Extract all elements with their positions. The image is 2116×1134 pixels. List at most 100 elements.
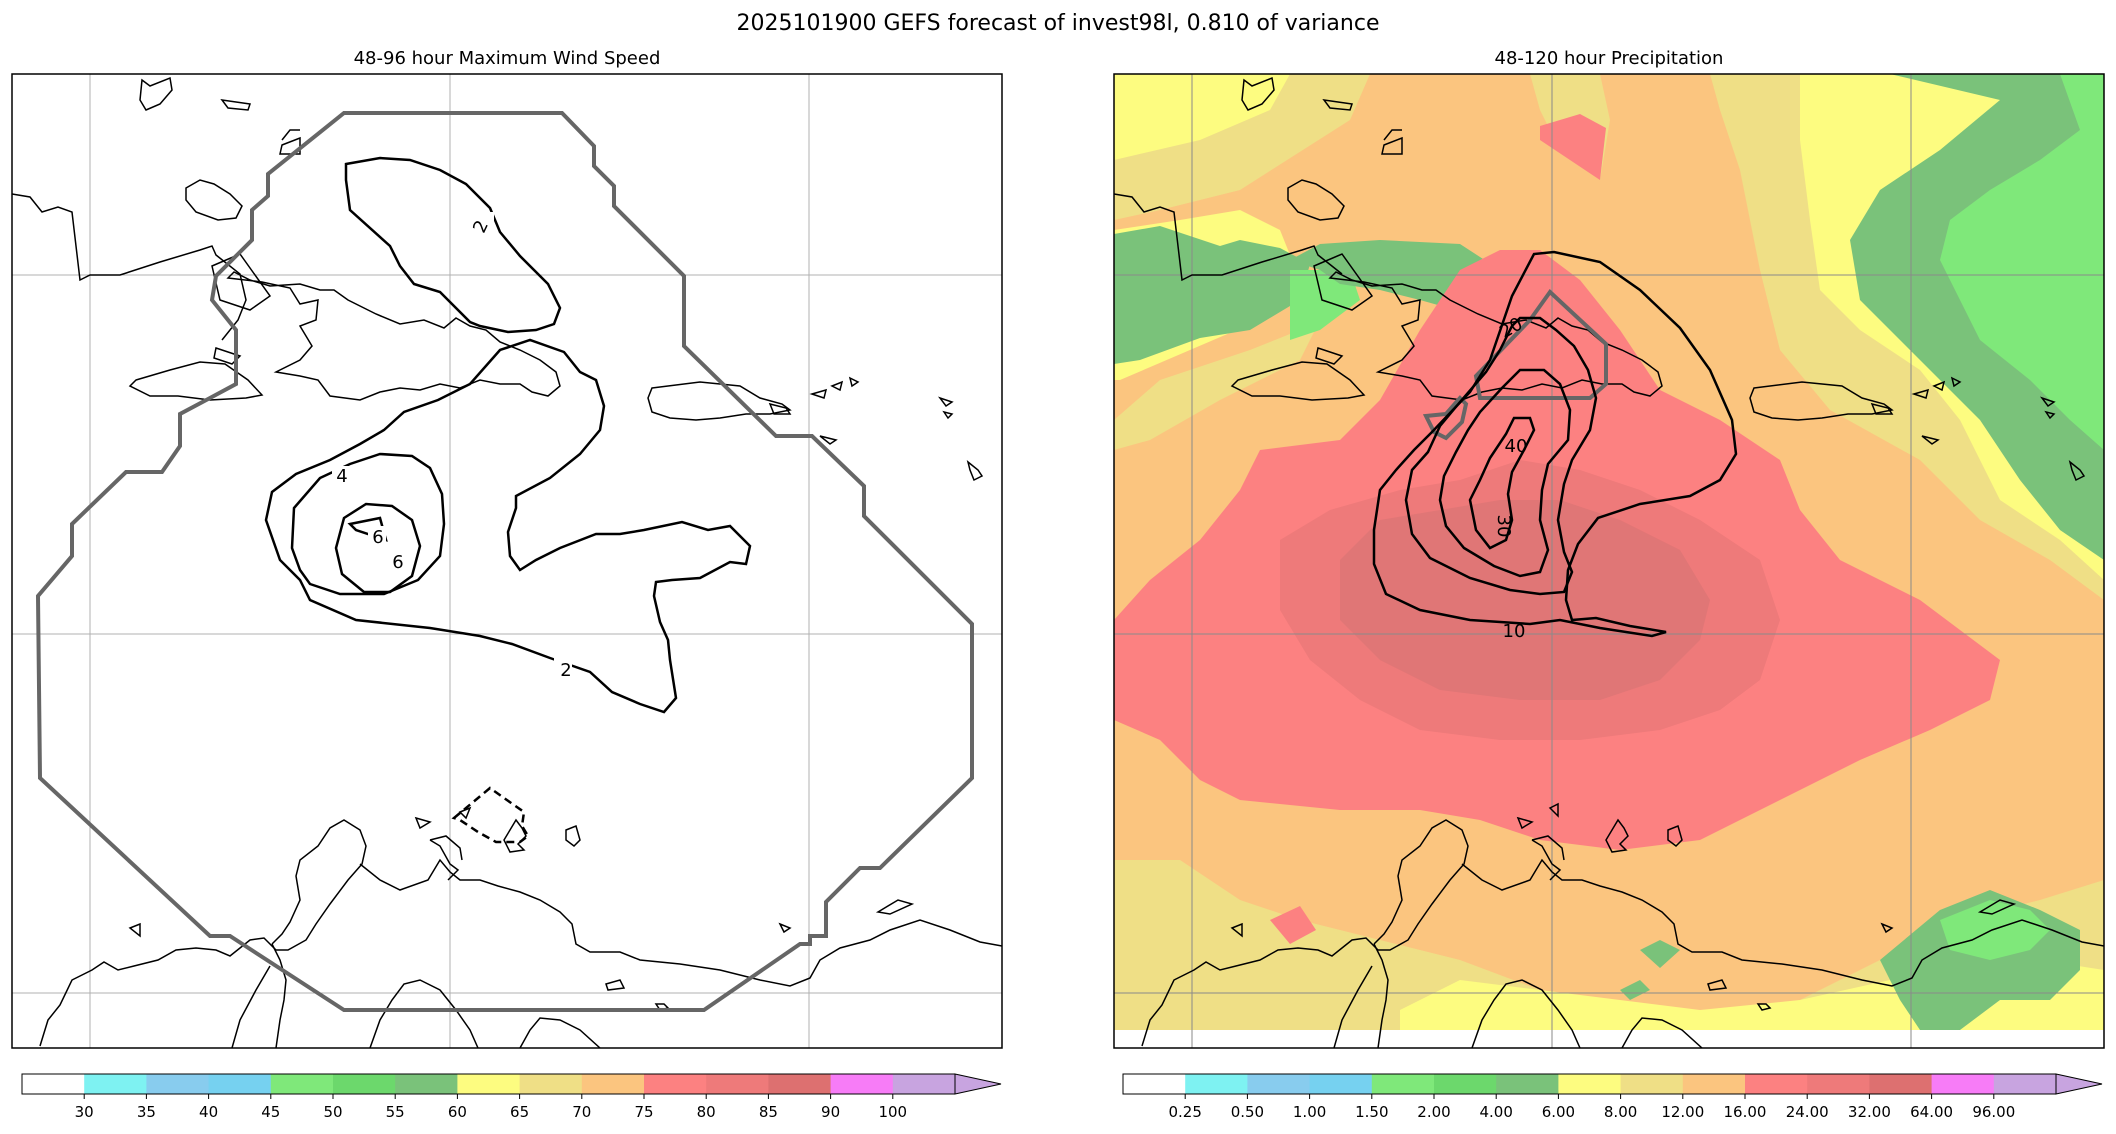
islet-tobago <box>1880 922 1894 934</box>
precip-colorbar-tick-label: 0.25 <box>1168 1103 1201 1121</box>
islet-far-east-2 <box>2068 460 2086 482</box>
figure-title: 2025101900 GEFS forecast of invest98l, 0… <box>737 11 1380 36</box>
islet-far-east-2 <box>966 460 984 482</box>
wind-colorbar-segment <box>84 1074 147 1094</box>
wind-colorbar-segment <box>395 1074 458 1094</box>
wind-colorbar-segment <box>768 1074 832 1094</box>
precip-panel: 48-120 hour Precipitation <box>1113 48 2105 1121</box>
islet-south <box>1707 979 1728 991</box>
precip-panel-title: 48-120 hour Precipitation <box>1495 48 1724 69</box>
islets-far-east <box>2039 396 2056 420</box>
precip-colorbar-tick-label: 96.00 <box>1972 1103 2015 1121</box>
islet-aruba <box>414 816 432 830</box>
islet-north <box>1241 76 1275 111</box>
wind-colorbar-segment <box>457 1074 521 1094</box>
lake-coast <box>271 943 287 1048</box>
wind-colorbar-tick-label: 85 <box>759 1103 778 1121</box>
islet-aruba <box>1516 816 1534 830</box>
wind-gridlines <box>12 74 1002 1048</box>
island-coast-2 <box>1313 253 1374 311</box>
islet-coast <box>213 347 242 365</box>
wind-colorbar-segment <box>146 1074 210 1094</box>
precip-colorbar-tick-label: 24.00 <box>1786 1103 1829 1121</box>
wind-contour-6 <box>334 502 422 594</box>
precip-colorbar-segment <box>1931 1074 1995 1094</box>
precip-colorbar-segment <box>1247 1074 1311 1094</box>
wind-contour-2-main <box>264 338 752 714</box>
precip-contour-40 <box>1468 416 1536 550</box>
wind-colorbar-segment <box>830 1074 894 1094</box>
wind-ensemble-boundary <box>35 111 974 1012</box>
precip-plot-frame <box>1113 73 2105 1049</box>
island-trinidad <box>875 899 915 915</box>
islet-vi <box>819 435 838 445</box>
islet-ne <box>1381 129 1403 155</box>
precip-contours <box>1372 250 1738 638</box>
islet-sw <box>128 922 141 938</box>
wind-colorbar-tick-label: 100 <box>878 1103 907 1121</box>
wind-colorbar-segment <box>519 1074 583 1094</box>
jamaica-coast <box>1230 361 1366 401</box>
south-america-coast <box>39 819 367 1047</box>
wind-contour-labels: 2 2 4 6 6 <box>332 212 572 681</box>
precip-colorbar-tick-label: 6.00 <box>1542 1103 1575 1121</box>
peninsula-coast-2 <box>1531 835 1565 861</box>
wind-plot-frame <box>11 73 1003 1049</box>
precip-colorbar-segment <box>1309 1074 1373 1094</box>
islet-north <box>139 76 173 111</box>
inland-coast <box>369 979 479 1048</box>
precip-fill-2-w <box>1290 270 1360 340</box>
inland-coast <box>1471 979 1581 1048</box>
wind-colorbar-tick-label: 75 <box>634 1103 653 1121</box>
wind-colorbar-tick-label: 45 <box>261 1103 280 1121</box>
precip-contour-30 <box>1438 368 1572 578</box>
hispaniola-coast <box>1328 271 1663 401</box>
wind-contour-label: 2 <box>560 660 571 681</box>
wind-colorbar-segment <box>581 1074 645 1094</box>
islet-bonaire <box>565 824 581 847</box>
islet-south-2 <box>1756 1003 1772 1011</box>
islet-south <box>605 979 626 991</box>
islet-north-2 <box>1322 99 1353 111</box>
precip-colorbar-segment <box>1993 1074 2057 1094</box>
inland-coast-2 <box>519 1017 601 1048</box>
wind-contour-dashed <box>451 786 530 844</box>
precip-colorbar-segment <box>1682 1074 1746 1094</box>
precip-fill-32 <box>1340 500 1710 700</box>
island-trinidad <box>1977 899 2017 915</box>
puerto-rico-coast <box>1749 381 1894 421</box>
precip-colorbar-segment <box>1869 1074 1933 1094</box>
wind-contour-4 <box>290 452 446 596</box>
island-coast <box>185 179 243 221</box>
peninsula-coast <box>1531 839 1562 881</box>
precip-colorbar-segment <box>1123 1074 1186 1094</box>
precip-fill-16-n <box>1540 114 1606 180</box>
wind-contour-2-north <box>344 156 562 334</box>
wind-colorbar-tick-label: 65 <box>510 1103 529 1121</box>
islet-north-2 <box>220 99 251 111</box>
precip-fill-2-se <box>1940 900 2050 960</box>
precip-fill-6-nw <box>1114 74 1290 160</box>
wind-coastlines <box>12 76 1002 1048</box>
wind-colorbar-tick-label: 60 <box>448 1103 467 1121</box>
islets-far-east <box>937 396 954 420</box>
puerto-rico-coast <box>647 381 792 421</box>
wind-colorbar-tick-label: 35 <box>137 1103 156 1121</box>
precip-colorbar: 0.25 0.50 1.00 1.50 2.00 4.00 6.00 8.00 12.00 16.… <box>1122 1073 2103 1121</box>
wind-colorbar-tick-label: 55 <box>386 1103 405 1121</box>
wind-colorbar-extend-arrow <box>954 1073 1002 1095</box>
lake-coast-2 <box>231 965 271 1048</box>
wind-colorbar-tick-label: 90 <box>821 1103 840 1121</box>
wind-colorbar-tick-label: 80 <box>697 1103 716 1121</box>
precip-colorbar-tick-label: 12.00 <box>1661 1103 1704 1121</box>
wind-colorbar-segment <box>333 1074 396 1094</box>
islet-sw-2 <box>1548 802 1559 818</box>
precip-colorbar-segment <box>1371 1074 1435 1094</box>
islet-coast <box>1315 347 1344 365</box>
peninsula-coast <box>429 839 460 881</box>
precip-fill-4-s2 <box>1620 980 1650 1000</box>
precip-fill-8-w <box>1114 300 1330 450</box>
wind-panel-title: 48-96 hour Maximum Wind Speed <box>354 48 661 69</box>
wind-colorbar-segment <box>706 1074 769 1094</box>
precip-ensemble-boundary <box>1422 288 1608 441</box>
